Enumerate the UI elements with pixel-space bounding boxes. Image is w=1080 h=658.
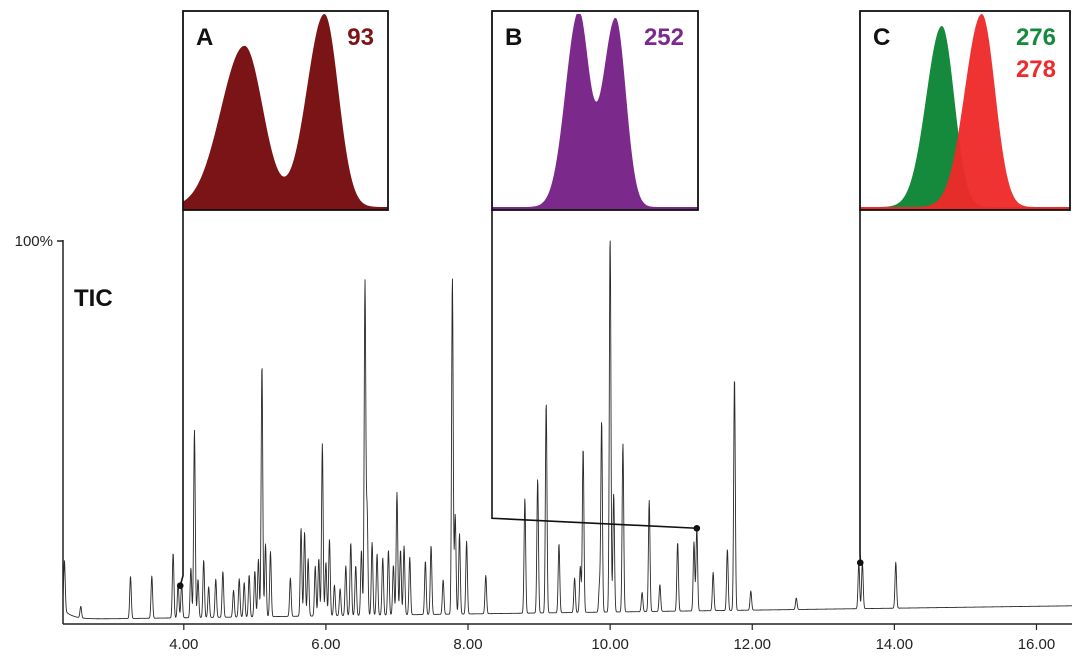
ion-label-276: 276 [1016,24,1056,51]
inset-b: B 252 [491,10,699,211]
inset-letter: B [505,24,522,51]
ion-trace-278 [860,13,1070,210]
inset-connectors [176,210,864,589]
insets: A 93 B 252 C 276 278 [182,10,1071,211]
inset-letter: A [196,24,213,51]
x-tick-label-6: 16.00 [1018,636,1056,653]
x-tick-label-1: 6.00 [311,636,340,653]
axes: 100% 4.00 6.00 8.00 10.00 12.00 14.00 16.00 [15,233,1072,653]
inset-letter: C [873,24,890,51]
ion-trace-252 [492,13,698,210]
inset-frame [859,10,1071,211]
ion-label-252: 252 [644,24,684,51]
connector-a [179,210,184,586]
inset-frame [182,10,389,211]
inset-frame [491,10,699,211]
x-tick-label-2: 8.00 [453,636,482,653]
x-tick-label-5: 14.00 [876,636,914,653]
connector-b [491,210,697,530]
ion-trace-93 [183,13,388,210]
tic-trace-line [62,240,1073,620]
inset-c: C 276 278 [859,10,1071,211]
ion-label-93: 93 [347,24,374,51]
x-axis-ticks: 4.00 6.00 8.00 10.00 12.00 14.00 16.00 [169,624,1055,653]
y-axis-top-label: 100% [15,233,53,250]
x-tick-label-4: 12.00 [733,636,771,653]
marker-dot-a [176,582,184,589]
marker-dot-c [856,559,864,567]
x-tick-label-0: 4.00 [169,636,198,653]
trace-label: TIC [74,285,113,312]
x-tick-label-3: 10.00 [591,636,629,653]
marker-dot-b [693,524,701,532]
ion-label-278: 278 [1016,56,1056,83]
inset-a: A 93 [182,10,389,211]
